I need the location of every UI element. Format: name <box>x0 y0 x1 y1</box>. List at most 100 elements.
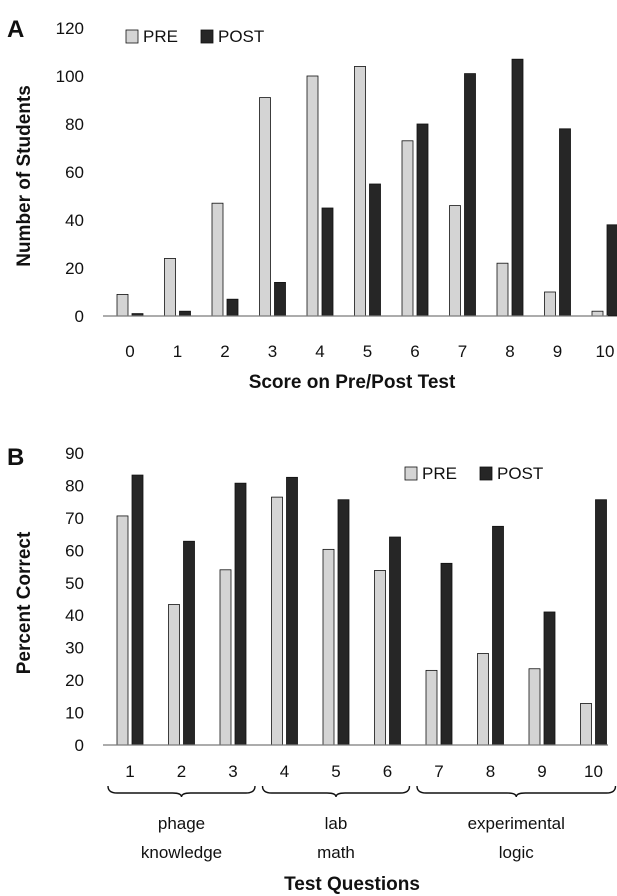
panel-a-bar-pre <box>354 66 366 317</box>
panel-b-ytick-label: 30 <box>65 639 84 658</box>
panel-a-bar-pre <box>306 75 319 317</box>
panel-a-bar-pre <box>259 97 271 317</box>
panel-a-ytick-label: 0 <box>75 307 84 326</box>
panel-b-legend-label-post: POST <box>497 464 543 483</box>
panel-b-bar-post <box>595 499 607 746</box>
panel-b-group-label: experimental <box>468 814 565 833</box>
panel-a-letter: A <box>7 16 24 43</box>
panel-a-bar-post <box>511 58 524 317</box>
panel-a-bar-pre <box>116 293 129 317</box>
panel-a-xtick-label: 7 <box>458 342 467 361</box>
panel-a-bar-pre <box>164 257 176 317</box>
panel-b-bar-pre <box>219 569 232 746</box>
panel-b-bar-pre <box>116 515 129 746</box>
panel-b-xtick-label: 4 <box>280 762 289 781</box>
panel-a-legend-swatch-post <box>200 29 214 44</box>
panel-a-xtick-label: 8 <box>505 342 514 361</box>
panel-b-letter: B <box>7 444 24 471</box>
panel-b-xtick-label: 3 <box>228 762 237 781</box>
panel-b-legend-swatch-pre <box>404 466 418 481</box>
panel-b-group-label: knowledge <box>141 843 222 862</box>
panel-a-xtick-label: 3 <box>268 342 277 361</box>
panel-b-xtick-label: 2 <box>177 762 186 781</box>
panel-b-y-axis-title: Percent Correct <box>14 531 35 674</box>
panel-a-y-axis-title: Number of Students <box>14 85 35 267</box>
panel-b-bar-post <box>131 474 144 746</box>
panel-b-bar-pre <box>374 570 386 746</box>
panel-a-bar-post <box>369 183 381 317</box>
panel-a-bar-post <box>274 281 286 317</box>
panel-a-ytick-label: 100 <box>56 67 84 86</box>
panel-b-bar-pre <box>271 496 283 746</box>
panel-a-bar-pre <box>211 202 224 317</box>
panel-a-legend-swatch-pre <box>125 29 139 44</box>
panel-a-ytick-label: 60 <box>65 163 84 182</box>
panel-a-bar-post <box>179 310 191 317</box>
panel-a-xtick-label: 6 <box>410 342 419 361</box>
panel-a-legend-label-pre: PRE <box>143 27 178 46</box>
panel-a-bar-post <box>226 298 239 317</box>
panel-b-bar-pre <box>168 604 180 746</box>
panel-a-bar-pre <box>591 310 604 317</box>
panel-b-group-label: phage <box>158 814 205 833</box>
panel-a-xtick-label: 1 <box>173 342 182 361</box>
panel-b-x-axis-title: Test Questions <box>284 874 420 895</box>
panel-b-ytick-label: 20 <box>65 671 84 690</box>
panel-a-xtick-label: 0 <box>125 342 134 361</box>
panel-a-bar-post <box>416 123 429 317</box>
panel-a-ytick-label: 20 <box>65 259 84 278</box>
panel-b-xtick-label: 5 <box>331 762 340 781</box>
panel-b-bar-pre <box>528 668 541 746</box>
panel-b-bar-pre <box>425 669 438 746</box>
panel-a-ytick-label: 120 <box>56 19 84 38</box>
panel-b-group-label: math <box>317 843 355 862</box>
panel-b-ytick-label: 0 <box>75 736 84 755</box>
panel-b-legend-label-pre: PRE <box>422 464 457 483</box>
panel-b-bar-pre <box>477 653 489 746</box>
panel-a-bar-pre <box>449 205 461 317</box>
panel-b-bar-post <box>286 476 298 746</box>
panel-b-bar-post <box>389 536 401 746</box>
panel-b-xtick-label: 10 <box>584 762 603 781</box>
panel-b-bar-pre <box>580 703 592 746</box>
panel-b-ytick-label: 70 <box>65 509 84 528</box>
panel-a-xtick-label: 2 <box>220 342 229 361</box>
panel-b-xtick-label: 9 <box>537 762 546 781</box>
panel-a-bar-pre <box>401 140 414 317</box>
panel-a-legend-label-post: POST <box>218 27 264 46</box>
panel-b-xtick-label: 7 <box>434 762 443 781</box>
panel-a-bar-post <box>321 207 334 317</box>
panel-a-x-axis-title: Score on Pre/Post Test <box>249 372 456 393</box>
panel-b-bar-post <box>337 499 350 746</box>
panel-a-xtick-label: 4 <box>315 342 324 361</box>
panel-a-bar-pre <box>496 262 509 317</box>
panel-b-group-label: logic <box>499 843 534 862</box>
panel-b-xtick-label: 8 <box>486 762 495 781</box>
panel-b-xtick-label: 1 <box>125 762 134 781</box>
panel-b-group-label: lab <box>325 814 348 833</box>
panel-b-bar-post <box>543 611 556 746</box>
panel-b-ytick-label: 50 <box>65 574 84 593</box>
panel-b-bar-post <box>183 540 195 746</box>
panel-b-bar-post <box>440 562 453 746</box>
panel-b-legend-swatch-post <box>479 466 493 481</box>
panel-b-ytick-label: 10 <box>65 704 84 723</box>
panel-a-xtick-label: 5 <box>363 342 372 361</box>
panel-b-xtick-label: 6 <box>383 762 392 781</box>
panel-b-group-brace <box>416 785 617 798</box>
panel-a-bar-post <box>559 128 571 317</box>
panel-b-bar-post <box>234 482 247 746</box>
panel-b-bar-post <box>492 525 504 746</box>
panel-b-ytick-label: 80 <box>65 476 84 495</box>
panel-b-bar-pre <box>322 548 335 746</box>
panel-a-xtick-label: 10 <box>596 342 615 361</box>
panel-b-ytick-label: 90 <box>65 444 84 463</box>
panel-a-ytick-label: 80 <box>65 115 84 134</box>
panel-b-ytick-label: 60 <box>65 541 84 560</box>
panel-b-group-brace <box>107 785 256 798</box>
panel-b-group-brace <box>261 785 411 798</box>
panel-a-ytick-label: 40 <box>65 211 84 230</box>
panel-b-ytick-label: 40 <box>65 606 84 625</box>
